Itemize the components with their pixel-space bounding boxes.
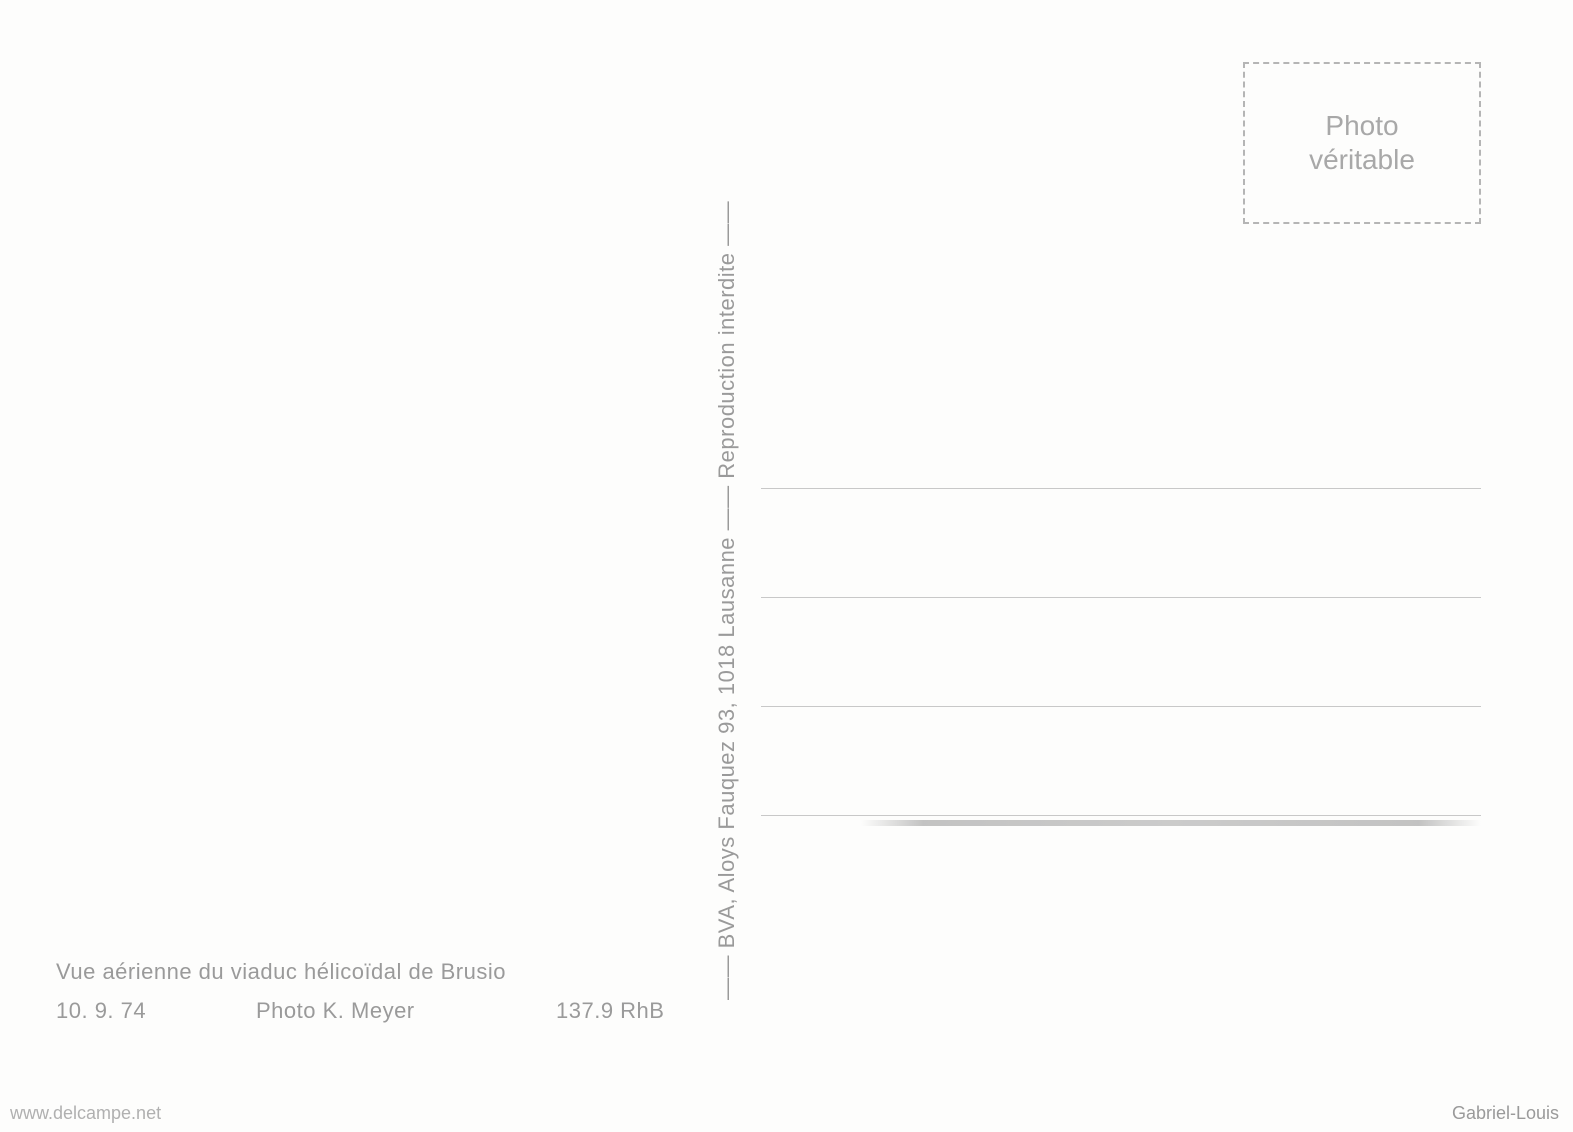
vertical-divider: —— BVA, Aloys Fauquez 93, 1018 Lausanne … — [694, 50, 724, 1000]
stamp-placeholder-box: Photo véritable — [1243, 62, 1481, 224]
publisher-text: —— BVA, Aloys Fauquez 93, 1018 Lausanne … — [714, 201, 740, 1000]
address-line-2 — [761, 597, 1481, 598]
address-line-4 — [761, 815, 1481, 816]
watermark-left: www.delcampe.net — [10, 1103, 161, 1124]
stamp-line2: véritable — [1309, 144, 1415, 175]
address-line-3 — [761, 706, 1481, 707]
address-line-1 — [761, 488, 1481, 489]
caption-details: 10. 9. 74 Photo K. Meyer 137.9 RhB — [56, 993, 664, 1028]
caption-date: 10. 9. 74 — [56, 993, 256, 1028]
address-lines-area — [761, 488, 1481, 816]
stamp-text: Photo véritable — [1309, 109, 1415, 176]
smudge-mark — [861, 820, 1481, 826]
caption-photographer: Photo K. Meyer — [256, 993, 556, 1028]
caption-area: Vue aérienne du viaduc hélicoïdal de Bru… — [56, 954, 664, 1028]
watermark-right: Gabriel-Louis — [1452, 1103, 1559, 1124]
stamp-line1: Photo — [1325, 110, 1398, 141]
postcard-back: Photo véritable —— BVA, Aloys Fauquez 93… — [0, 0, 1573, 1132]
caption-reference: 137.9 RhB — [556, 993, 664, 1028]
caption-title: Vue aérienne du viaduc hélicoïdal de Bru… — [56, 954, 664, 989]
